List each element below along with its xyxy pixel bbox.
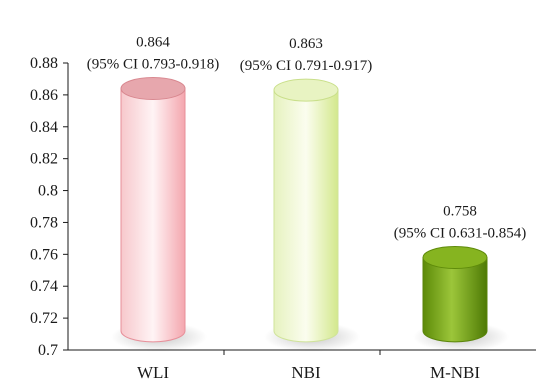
- bar-nbi: [264, 78, 360, 352]
- bar-body: [120, 88, 186, 343]
- x-category-label: M-NBI: [430, 363, 480, 382]
- data-label-ci: (95% CI 0.793-0.918): [87, 57, 219, 73]
- category-labels: WLI NBI M-NBI: [137, 363, 480, 382]
- x-category-label: WLI: [137, 363, 169, 382]
- x-category-label: NBI: [291, 363, 321, 382]
- y-tick-label: 0.72: [30, 310, 58, 327]
- axes: 0.7 0.72 0.74 0.76 0.78 0.8 0.82 0.84 0.86 0.88: [30, 55, 536, 359]
- bar-wli: [111, 77, 207, 352]
- bar-body: [422, 257, 488, 343]
- bar-body: [273, 89, 339, 343]
- data-label-ci: (95% CI 0.791-0.917): [240, 58, 372, 74]
- y-tick-label: 0.74: [30, 278, 58, 295]
- y-ticks: 0.7 0.72 0.74 0.76 0.78 0.8 0.82 0.84 0.86 0.88: [30, 55, 381, 359]
- data-labels: 0.864 (95% CI 0.793-0.918) 0.863 (95% CI 0.…: [87, 35, 526, 242]
- data-label-value: 0.863: [289, 36, 323, 52]
- y-tick-label: 0.84: [30, 119, 58, 136]
- y-tick-label: 0.82: [30, 151, 58, 168]
- data-label-ci: (95% CI 0.631-0.854): [394, 226, 526, 242]
- bar-top: [120, 77, 186, 101]
- y-tick-label: 0.76: [30, 246, 58, 263]
- data-label-value: 0.864: [136, 35, 170, 51]
- y-tick-label: 0.78: [30, 214, 58, 231]
- bar-top: [273, 78, 339, 102]
- y-tick-label: 0.88: [30, 55, 58, 72]
- bar-m-nbi: [413, 246, 509, 352]
- y-tick-label: 0.8: [38, 183, 58, 200]
- y-tick-label: 0.7: [38, 342, 58, 359]
- bar-top: [422, 246, 488, 270]
- bars: [111, 77, 509, 352]
- y-tick-label: 0.86: [30, 87, 58, 104]
- data-label-value: 0.758: [443, 204, 477, 220]
